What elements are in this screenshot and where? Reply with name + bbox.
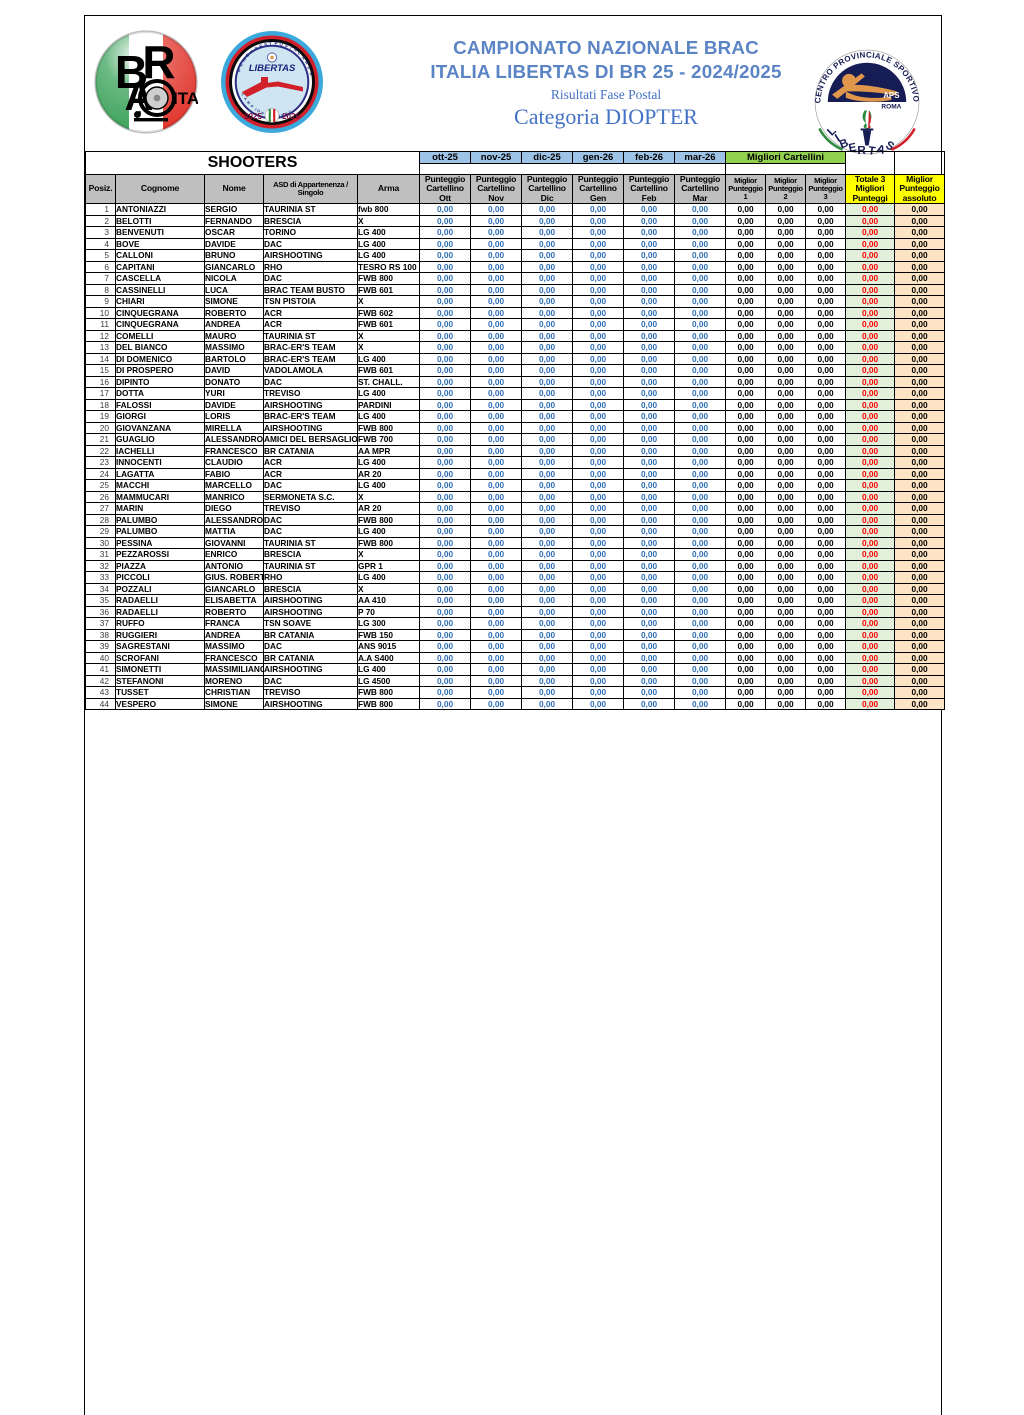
svg-text:ROMA: ROMA — [881, 103, 901, 110]
svg-text:LIBERTAS: LIBERTAS — [249, 63, 296, 74]
svg-text:P: P — [274, 41, 277, 46]
svg-text:ITALIA: ITALIA — [173, 89, 198, 108]
svg-text:2025: 2025 — [244, 112, 262, 121]
svg-text:APS: APS — [883, 91, 899, 100]
svg-text:2026: 2026 — [282, 112, 300, 121]
